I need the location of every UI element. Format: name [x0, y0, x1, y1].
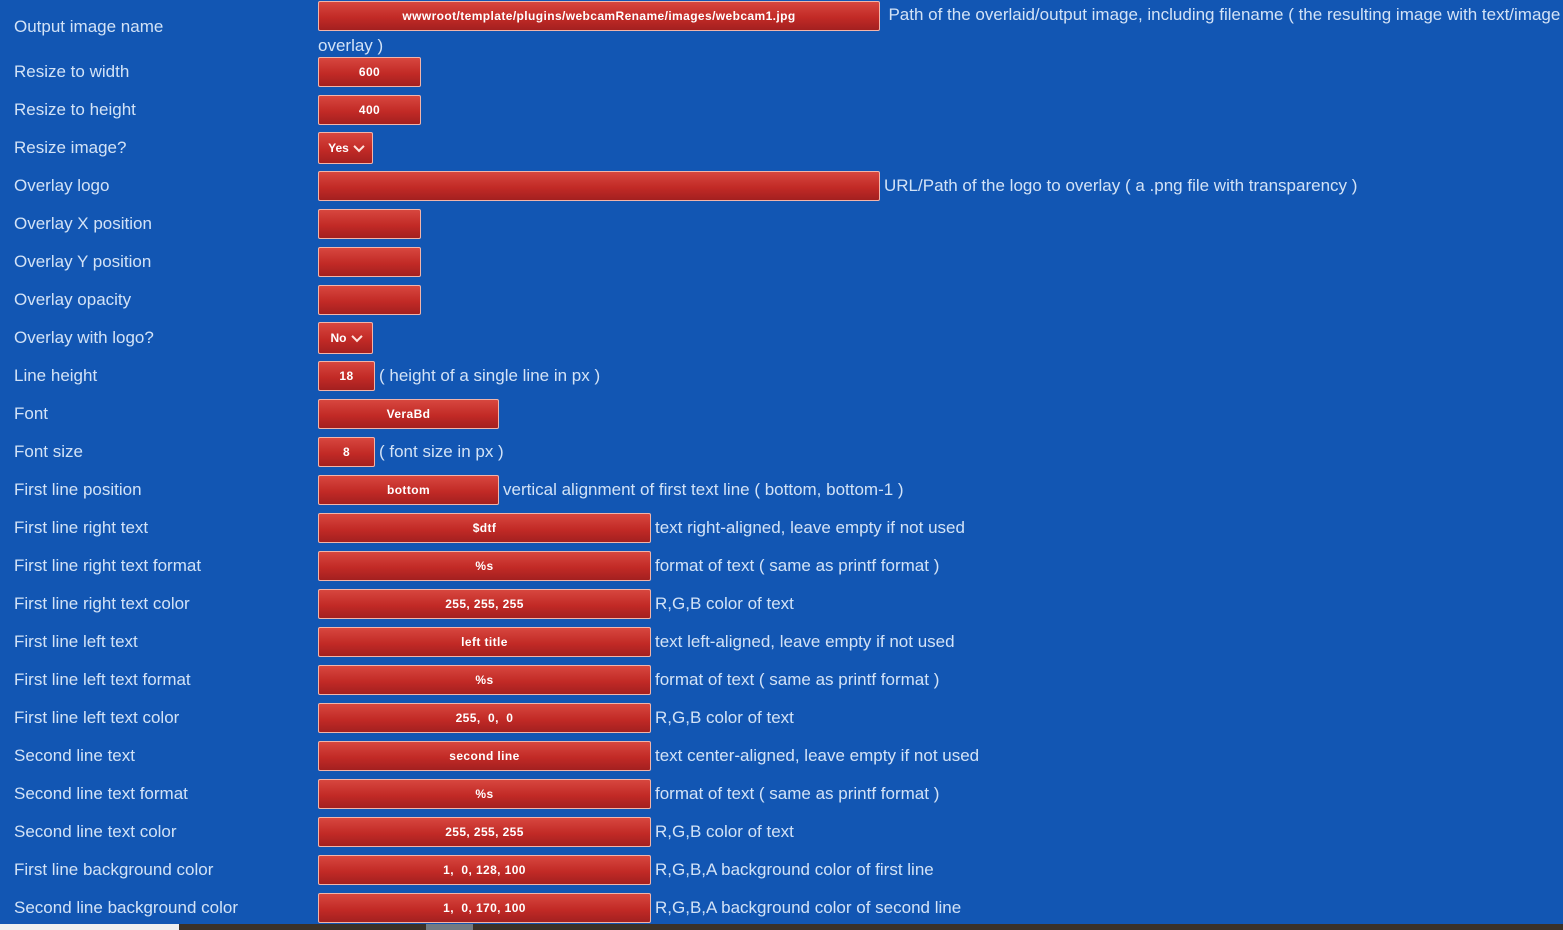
field-description: R,G,B,A background color of second line: [655, 898, 962, 917]
field-description: text center-aligned, leave empty if not …: [655, 746, 980, 765]
input-first-line-left-text-color[interactable]: [318, 703, 651, 733]
form-row-overlay-with-logo: Overlay with logo? No: [0, 319, 1563, 357]
label-first-line-left-text-format: First line left text format: [14, 670, 191, 689]
form-row-resize-to-width: Resize to width: [0, 53, 1563, 91]
label-resize-image: Resize image?: [14, 138, 127, 157]
input-first-line-right-text-color[interactable]: [318, 589, 651, 619]
input-first-line-position[interactable]: [318, 475, 499, 505]
label-first-line-right-text-format: First line right text format: [14, 556, 202, 575]
label-output-image-name: Output image name: [14, 16, 164, 36]
label-font: Font: [14, 404, 49, 423]
input-overlay-opacity[interactable]: [318, 285, 421, 315]
form-row-first-line-background-color: First line background color R,G,B,A back…: [0, 851, 1563, 889]
input-line-height[interactable]: [318, 361, 375, 391]
field-description: text left-aligned, leave empty if not us…: [655, 632, 955, 651]
form-row-overlay-y-position: Overlay Y position: [0, 243, 1563, 281]
select-overlay-with-logo[interactable]: No: [318, 322, 373, 354]
chevron-down-icon: [350, 330, 363, 343]
label-font-size: Font size: [14, 442, 83, 461]
input-first-line-right-text-format[interactable]: [318, 551, 651, 581]
label-first-line-right-text-color: First line right text color: [14, 594, 190, 613]
label-first-line-left-text: First line left text: [14, 632, 138, 651]
field-description: R,G,B,A background color of first line: [655, 860, 934, 879]
form-row-resize-to-height: Resize to height: [0, 91, 1563, 129]
label-overlay-opacity: Overlay opacity: [14, 290, 132, 309]
label-second-line-text: Second line text: [14, 746, 135, 765]
input-second-line-text-color[interactable]: [318, 817, 651, 847]
label-overlay-with-logo: Overlay with logo?: [14, 328, 154, 347]
input-overlay-y-position[interactable]: [318, 247, 421, 277]
form-row-second-line-text-format: Second line text format format of text (…: [0, 775, 1563, 813]
label-first-line-background-color: First line background color: [14, 860, 214, 879]
field-description: ( font size in px ): [379, 442, 504, 461]
label-second-line-text-format: Second line text format: [14, 784, 188, 803]
input-font-size[interactable]: [318, 437, 375, 467]
form-row-resize-image: Resize image? Yes: [0, 129, 1563, 167]
form-row-first-line-left-text-color: First line left text color R,G,B color o…: [0, 699, 1563, 737]
input-output-image-name[interactable]: [318, 0, 880, 31]
field-description: text right-aligned, leave empty if not u…: [655, 518, 965, 537]
input-overlay-logo[interactable]: [318, 171, 880, 201]
select-value: Yes: [328, 141, 349, 155]
input-second-line-background-color[interactable]: [318, 893, 651, 923]
label-second-line-background-color: Second line background color: [14, 898, 238, 917]
input-first-line-left-text-format[interactable]: [318, 665, 651, 695]
field-description: URL/Path of the logo to overlay ( a .png…: [884, 176, 1358, 195]
input-resize-to-height[interactable]: [318, 95, 421, 125]
form-row-first-line-left-text: First line left text text left-aligned, …: [0, 623, 1563, 661]
label-overlay-y-position: Overlay Y position: [14, 252, 152, 271]
form-row-font: Font: [0, 395, 1563, 433]
input-second-line-text-format[interactable]: [318, 779, 651, 809]
form-row-first-line-position: First line position vertical alignment o…: [0, 471, 1563, 509]
input-second-line-text[interactable]: [318, 741, 651, 771]
field-description: ( height of a single line in px ): [379, 366, 601, 385]
field-description: R,G,B color of text: [655, 594, 794, 613]
field-description: R,G,B color of text: [655, 822, 794, 841]
select-resize-image[interactable]: Yes: [318, 132, 373, 164]
form-row-first-line-right-text-color: First line right text color R,G,B color …: [0, 585, 1563, 623]
form-row-second-line-background-color: Second line background color R,G,B,A bac…: [0, 889, 1563, 927]
select-value: No: [330, 331, 347, 345]
form-row-line-height: Line height ( height of a single line in…: [0, 357, 1563, 395]
form-row-font-size: Font size ( font size in px ): [0, 433, 1563, 471]
label-first-line-right-text: First line right text: [14, 518, 149, 537]
form-row-output-image-name: Output image name Path of the overlaid/o…: [0, 0, 1563, 55]
input-first-line-background-color[interactable]: [318, 855, 651, 885]
form-row-overlay-opacity: Overlay opacity: [0, 281, 1563, 319]
scrollbar-thumb[interactable]: [426, 924, 473, 930]
horizontal-scrollbar[interactable]: [0, 924, 1563, 930]
form-row-overlay-logo: Overlay logo URL/Path of the logo to ove…: [0, 167, 1563, 205]
form-row-first-line-right-text-format: First line right text format format of t…: [0, 547, 1563, 585]
label-resize-to-height: Resize to height: [14, 100, 136, 119]
label-resize-to-width: Resize to width: [14, 62, 130, 81]
form-row-overlay-x-position: Overlay X position: [0, 205, 1563, 243]
form-row-second-line-text-color: Second line text color R,G,B color of te…: [0, 813, 1563, 851]
label-line-height: Line height: [14, 366, 98, 385]
field-description: vertical alignment of first text line ( …: [503, 480, 904, 499]
field-description: format of text ( same as printf format ): [655, 670, 940, 689]
field-description: format of text ( same as printf format ): [655, 784, 940, 803]
form-row-second-line-text: Second line text text center-aligned, le…: [0, 737, 1563, 775]
label-second-line-text-color: Second line text color: [14, 822, 177, 841]
form-row-first-line-right-text: First line right text text right-aligned…: [0, 509, 1563, 547]
label-first-line-position: First line position: [14, 480, 142, 499]
input-resize-to-width[interactable]: [318, 57, 421, 87]
field-description: format of text ( same as printf format ): [655, 556, 940, 575]
field-description: Path of the overlaid/output image, inclu…: [318, 5, 1561, 55]
chevron-down-icon: [353, 140, 365, 153]
input-first-line-left-text[interactable]: [318, 627, 651, 657]
field-description: R,G,B color of text: [655, 708, 794, 727]
input-overlay-x-position[interactable]: [318, 209, 421, 239]
footer-white-segment: [0, 924, 179, 930]
label-overlay-x-position: Overlay X position: [14, 214, 152, 233]
input-font[interactable]: [318, 399, 499, 429]
form-row-first-line-left-text-format: First line left text format format of te…: [0, 661, 1563, 699]
label-overlay-logo: Overlay logo: [14, 176, 110, 195]
input-first-line-right-text[interactable]: [318, 513, 651, 543]
label-first-line-left-text-color: First line left text color: [14, 708, 180, 727]
